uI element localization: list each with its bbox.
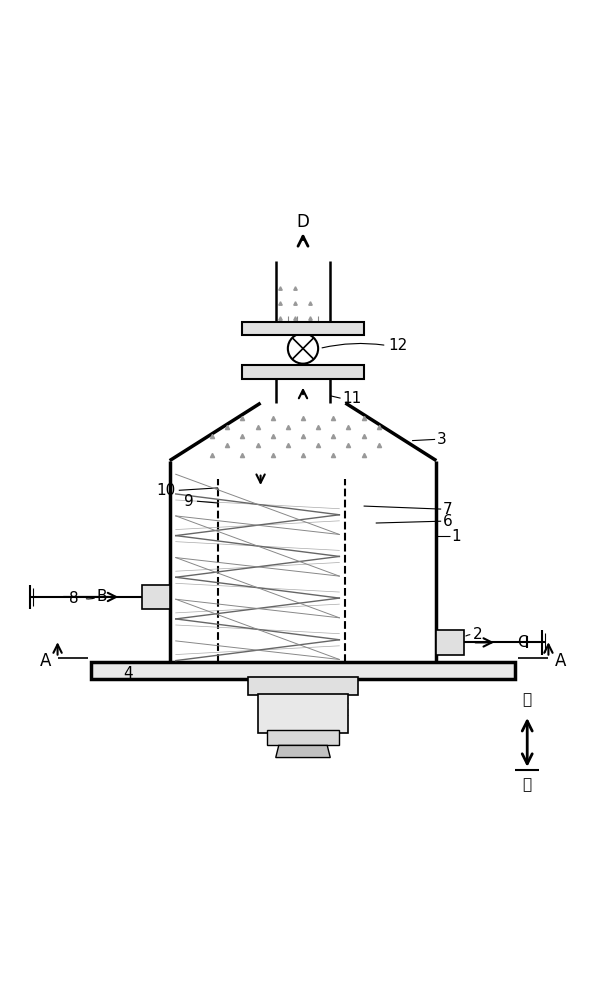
Text: 下: 下 xyxy=(522,692,532,707)
Text: 2: 2 xyxy=(473,627,482,642)
Bar xyxy=(242,322,364,335)
Text: B: B xyxy=(97,589,107,604)
Text: 3: 3 xyxy=(436,432,446,447)
Text: 6: 6 xyxy=(442,514,452,529)
Text: 5: 5 xyxy=(269,724,279,739)
Text: 1: 1 xyxy=(451,529,461,544)
Bar xyxy=(258,694,348,733)
Text: 4: 4 xyxy=(124,666,133,681)
Circle shape xyxy=(288,333,318,364)
Text: 9: 9 xyxy=(184,494,194,509)
Text: 上: 上 xyxy=(522,777,532,792)
Bar xyxy=(142,585,170,609)
Text: 8: 8 xyxy=(69,591,79,606)
Text: 10: 10 xyxy=(156,483,176,498)
Text: A: A xyxy=(40,652,51,670)
Bar xyxy=(242,365,364,379)
Bar xyxy=(436,630,464,655)
Text: A: A xyxy=(555,652,566,670)
Text: 12: 12 xyxy=(388,338,407,353)
Text: 7: 7 xyxy=(442,502,452,517)
Bar xyxy=(267,730,339,745)
Bar xyxy=(248,677,358,695)
Polygon shape xyxy=(276,745,330,758)
Text: D: D xyxy=(296,213,310,231)
Bar xyxy=(91,662,515,679)
Text: C: C xyxy=(517,635,528,650)
Text: 11: 11 xyxy=(342,391,362,406)
